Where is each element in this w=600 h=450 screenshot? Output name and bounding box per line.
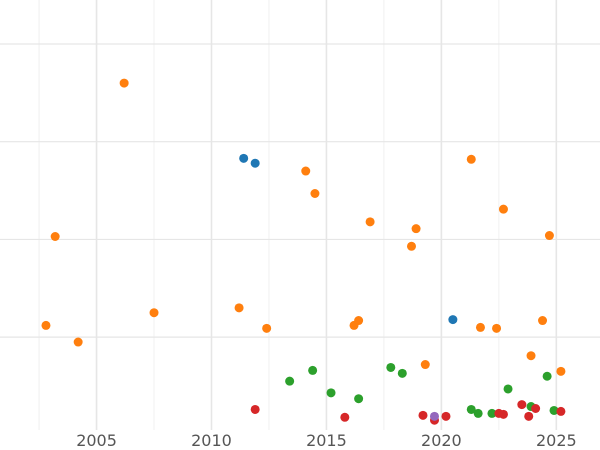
x-tick-label: 2010	[191, 431, 232, 450]
data-point-orange	[411, 224, 421, 234]
x-axis-ticks: 2005 2010 2015 2020 2025	[76, 431, 576, 450]
data-point-orange	[365, 217, 375, 227]
x-tick-label: 2015	[306, 431, 347, 450]
data-point-orange	[538, 316, 548, 326]
data-point-purple	[429, 411, 439, 421]
data-point-orange	[406, 241, 416, 251]
data-point-red	[441, 411, 451, 421]
data-point-red	[556, 406, 566, 416]
data-point-red	[418, 410, 428, 420]
data-point-orange	[234, 303, 244, 313]
data-point-green	[473, 408, 483, 418]
data-point-green	[503, 384, 513, 394]
data-point-orange	[498, 204, 508, 214]
data-point-blue	[239, 153, 249, 163]
data-point-blue	[448, 315, 458, 325]
data-point-orange	[119, 78, 129, 88]
x-tick-label: 2020	[421, 431, 462, 450]
data-point-orange	[354, 316, 364, 326]
data-point-green	[397, 368, 407, 378]
data-point-orange	[301, 166, 311, 176]
data-point-green	[487, 408, 497, 418]
data-point-red	[340, 412, 350, 422]
data-point-blue	[250, 158, 260, 168]
x-tick-label: 2025	[536, 431, 577, 450]
grid	[0, 0, 600, 430]
data-point-green	[326, 388, 336, 398]
data-point-orange	[73, 337, 83, 347]
data-points	[41, 78, 566, 425]
data-point-orange	[466, 154, 476, 164]
data-point-red	[250, 404, 260, 414]
data-point-orange	[526, 351, 536, 361]
data-point-green	[466, 404, 476, 414]
data-point-orange	[310, 189, 320, 198]
data-point-green	[308, 365, 318, 375]
data-point-orange	[492, 323, 502, 333]
x-tick-label: 2005	[76, 431, 117, 450]
data-point-red	[517, 400, 527, 410]
data-point-orange	[475, 322, 485, 332]
data-point-orange	[556, 366, 566, 376]
data-point-red	[524, 411, 534, 421]
data-point-orange	[50, 232, 60, 241]
data-point-red	[531, 404, 541, 413]
data-point-green	[549, 405, 559, 415]
data-point-green	[542, 371, 552, 381]
data-point-green	[285, 376, 295, 386]
data-point-green	[386, 362, 396, 372]
data-point-green	[354, 394, 364, 404]
data-point-orange	[544, 231, 554, 241]
data-point-orange	[420, 360, 430, 370]
data-point-orange	[41, 320, 51, 330]
data-point-orange	[262, 323, 272, 333]
data-point-red	[498, 409, 508, 419]
data-point-orange	[149, 308, 159, 318]
